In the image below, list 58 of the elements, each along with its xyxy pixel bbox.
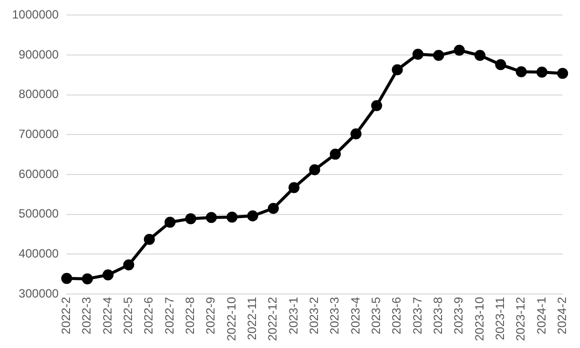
y-tick-label: 500000 <box>18 206 60 221</box>
x-tick-label: 2023-6 <box>390 296 404 334</box>
point <box>226 212 238 223</box>
x-tick-label: 2022-3 <box>80 296 94 334</box>
y-tick-label: 900000 <box>18 47 60 62</box>
x-tick-label: 2022-7 <box>162 296 176 334</box>
y-tick-label: 800000 <box>18 87 60 102</box>
x-tick-label: 2022-6 <box>142 296 156 334</box>
y-tick-label: 600000 <box>18 166 60 181</box>
point <box>536 66 548 78</box>
x-tick-label: 2023-12 <box>514 296 528 342</box>
point <box>392 64 403 76</box>
point <box>102 269 114 280</box>
x-tick-label: 2023-2 <box>306 296 321 334</box>
x-tick-label: 2022-8 <box>183 296 197 334</box>
x-tick-label: 2022-4 <box>100 296 114 334</box>
x-tick-label: 2023-4 <box>348 296 362 334</box>
point <box>433 50 444 61</box>
x-tick-label: 2023-1 <box>286 296 300 334</box>
x-tick-label: 2022-2 <box>59 296 74 334</box>
x-tick-label: 2023-7 <box>410 296 424 334</box>
point <box>309 164 320 176</box>
y-tick-label: 700000 <box>18 126 60 141</box>
x-tick-label: 2023-10 <box>472 296 486 342</box>
point <box>557 68 568 79</box>
x-tick-label: 2022-12 <box>266 296 280 342</box>
point <box>454 44 465 56</box>
point <box>288 182 300 194</box>
point <box>144 234 155 245</box>
x-tick-label: 2024-1 <box>534 296 548 334</box>
point <box>516 66 527 78</box>
x-tick-label: 2022-9 <box>204 296 218 334</box>
point <box>474 50 486 61</box>
point <box>247 210 258 222</box>
y-tick-label: 400000 <box>18 246 60 260</box>
x-tick-label: 2023-5 <box>368 296 383 334</box>
point <box>206 212 217 223</box>
y-tick-label: 300000 <box>18 286 60 300</box>
point <box>164 216 176 228</box>
point <box>268 202 279 214</box>
x-tick-label: 2022-11 <box>244 296 259 340</box>
x-tick-label: 2023-11 <box>492 296 507 340</box>
point <box>371 100 382 112</box>
point <box>185 213 196 224</box>
point <box>123 259 134 270</box>
y-tick-label: 1000000 <box>12 8 60 22</box>
x-tick-label: 2022-5 <box>121 296 136 334</box>
point <box>61 272 72 284</box>
point <box>495 59 506 70</box>
x-tick-label: 2023-8 <box>430 296 445 334</box>
point <box>82 273 93 284</box>
x-tick-label: 2023-9 <box>452 296 466 334</box>
x-tick-label: 2024-2 <box>554 296 569 334</box>
point <box>412 48 424 60</box>
x-tick-label: 2023-3 <box>328 296 342 334</box>
x-tick-label: 2022-10 <box>224 296 238 342</box>
point <box>330 148 341 160</box>
point <box>350 128 362 140</box>
